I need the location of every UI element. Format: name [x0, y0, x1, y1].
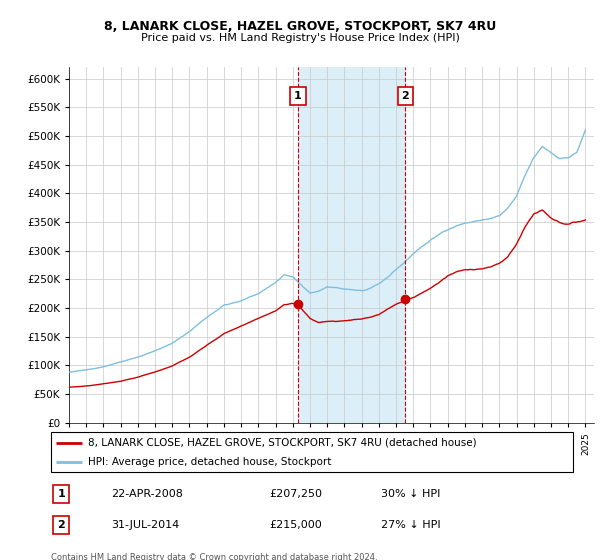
Text: 22-APR-2008: 22-APR-2008: [112, 489, 183, 499]
Text: £207,250: £207,250: [270, 489, 323, 499]
Text: 2: 2: [58, 520, 65, 530]
FancyBboxPatch shape: [50, 432, 574, 472]
Text: Price paid vs. HM Land Registry's House Price Index (HPI): Price paid vs. HM Land Registry's House …: [140, 32, 460, 43]
Text: 8, LANARK CLOSE, HAZEL GROVE, STOCKPORT, SK7 4RU (detached house): 8, LANARK CLOSE, HAZEL GROVE, STOCKPORT,…: [88, 437, 476, 447]
Text: 1: 1: [294, 91, 302, 101]
Bar: [298, 67, 406, 423]
Text: £215,000: £215,000: [270, 520, 323, 530]
Text: HPI: Average price, detached house, Stockport: HPI: Average price, detached house, Stoc…: [88, 457, 331, 467]
Text: 1: 1: [58, 489, 65, 499]
Text: 8, LANARK CLOSE, HAZEL GROVE, STOCKPORT, SK7 4RU: 8, LANARK CLOSE, HAZEL GROVE, STOCKPORT,…: [104, 20, 496, 34]
Text: 30% ↓ HPI: 30% ↓ HPI: [380, 489, 440, 499]
Text: 31-JUL-2014: 31-JUL-2014: [112, 520, 179, 530]
Text: 27% ↓ HPI: 27% ↓ HPI: [380, 520, 440, 530]
Text: 2: 2: [401, 91, 409, 101]
Text: Contains HM Land Registry data © Crown copyright and database right 2024.
This d: Contains HM Land Registry data © Crown c…: [51, 553, 377, 560]
